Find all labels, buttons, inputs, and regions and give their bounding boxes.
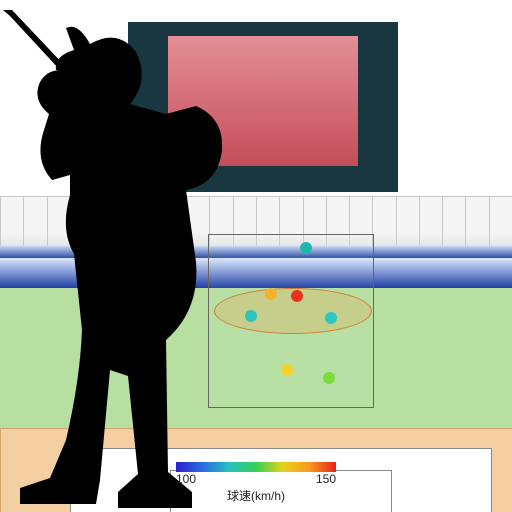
pitch-marker [281,364,293,376]
pitch-marker [265,288,277,300]
pitch-marker [291,290,303,302]
speed-legend: 100 150 球速(km/h) [176,462,336,504]
legend-tick-max: 150 [316,472,336,486]
pitch-marker [323,372,335,384]
pitch-marker [325,312,337,324]
pitch-marker [300,242,312,254]
legend-tick-min: 100 [176,472,196,486]
legend-gradient-bar [176,462,336,472]
pitch-chart: 100 150 球速(km/h) [0,0,512,512]
legend-label: 球速(km/h) [176,487,336,504]
legend-ticks: 100 150 [176,472,336,486]
batter-silhouette [0,10,260,510]
